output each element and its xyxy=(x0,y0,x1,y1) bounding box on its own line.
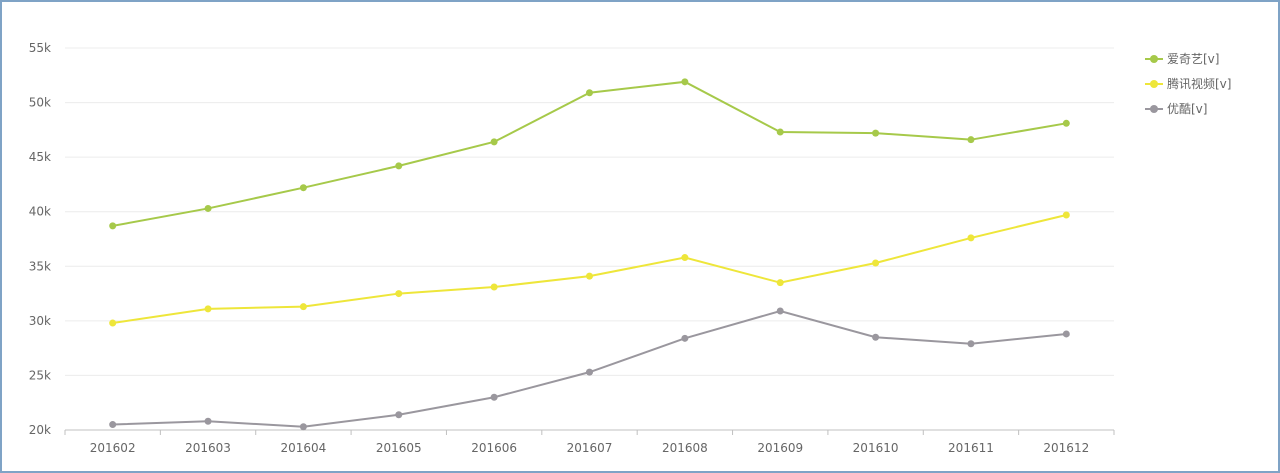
x-tick-label: 201612 xyxy=(1043,441,1089,455)
data-point[interactable] xyxy=(872,129,880,137)
data-point[interactable] xyxy=(967,136,975,144)
x-axis xyxy=(64,429,1115,435)
data-point[interactable] xyxy=(1062,119,1070,127)
data-point[interactable] xyxy=(586,89,593,97)
data-point[interactable] xyxy=(681,254,689,262)
legend-label: 优酷[v] xyxy=(1167,102,1208,116)
data-point[interactable] xyxy=(490,393,498,401)
series-2 xyxy=(109,307,1070,431)
data-point[interactable] xyxy=(395,162,403,170)
legend: 爱奇艺[v] 腾讯视频[v] 优酷[v] xyxy=(1145,46,1231,121)
data-point[interactable] xyxy=(490,138,498,146)
legend-item-youku[interactable]: 优酷[v] xyxy=(1145,96,1231,121)
data-point[interactable] xyxy=(872,259,880,267)
y-tick-label: 25k xyxy=(29,368,51,382)
data-point[interactable] xyxy=(586,368,593,376)
data-point[interactable] xyxy=(395,411,403,419)
data-point[interactable] xyxy=(1062,211,1070,219)
data-point[interactable] xyxy=(204,417,212,425)
legend-swatch-icon xyxy=(1145,78,1163,90)
y-tick-label: 50k xyxy=(29,96,51,110)
y-tick-label: 30k xyxy=(29,314,51,328)
x-axis-ticks: 201602 201603 201604 201605 201606 201607 2016… xyxy=(90,441,1089,455)
data-point[interactable] xyxy=(395,290,403,298)
data-point[interactable] xyxy=(776,279,784,287)
series-1 xyxy=(109,211,1070,327)
data-point[interactable] xyxy=(299,423,307,431)
x-tick-label: 201604 xyxy=(281,441,327,455)
series-0 xyxy=(109,78,1070,230)
x-tick-label: 201608 xyxy=(662,441,708,455)
x-tick-label: 201602 xyxy=(90,441,136,455)
x-tick-label: 201603 xyxy=(185,441,231,455)
legend-swatch-icon xyxy=(1145,103,1163,115)
data-point[interactable] xyxy=(1062,330,1070,338)
y-tick-label: 40k xyxy=(29,205,51,219)
series-layer xyxy=(109,78,1070,431)
y-axis-ticks: 20k 25k 30k 35k 40k 45k 50k 55k xyxy=(29,41,51,437)
data-point[interactable] xyxy=(681,334,689,342)
data-point[interactable] xyxy=(490,283,498,291)
data-point[interactable] xyxy=(586,272,593,280)
data-point[interactable] xyxy=(299,303,307,311)
data-point[interactable] xyxy=(776,128,784,136)
series-line xyxy=(112,80,1067,227)
y-tick-label: 55k xyxy=(29,41,51,55)
data-point[interactable] xyxy=(109,222,117,230)
legend-item-iqiyi[interactable]: 爱奇艺[v] xyxy=(1145,46,1231,71)
x-tick-label: 201606 xyxy=(471,441,517,455)
data-point[interactable] xyxy=(109,421,117,429)
legend-swatch-icon xyxy=(1145,53,1163,65)
data-point[interactable] xyxy=(299,184,307,192)
series-line xyxy=(112,214,1067,325)
data-point[interactable] xyxy=(681,78,689,86)
x-tick-label: 201609 xyxy=(757,441,803,455)
data-point[interactable] xyxy=(967,234,975,242)
data-point[interactable] xyxy=(204,305,212,313)
data-point[interactable] xyxy=(204,204,212,212)
legend-label: 腾讯视频[v] xyxy=(1167,77,1232,91)
grid-lines xyxy=(65,47,1114,376)
x-tick-label: 201611 xyxy=(948,441,994,455)
legend-label: 爱奇艺[v] xyxy=(1167,52,1220,66)
y-tick-label: 20k xyxy=(29,423,51,437)
data-point[interactable] xyxy=(776,307,784,315)
data-point[interactable] xyxy=(967,340,975,348)
data-point[interactable] xyxy=(109,319,117,327)
x-tick-label: 201605 xyxy=(376,441,422,455)
data-point[interactable] xyxy=(872,333,880,341)
x-tick-label: 201607 xyxy=(567,441,613,455)
x-tick-label: 201610 xyxy=(853,441,899,455)
y-tick-label: 45k xyxy=(29,150,51,164)
legend-item-tencent-video[interactable]: 腾讯视频[v] xyxy=(1145,71,1231,96)
y-tick-label: 35k xyxy=(29,259,51,273)
